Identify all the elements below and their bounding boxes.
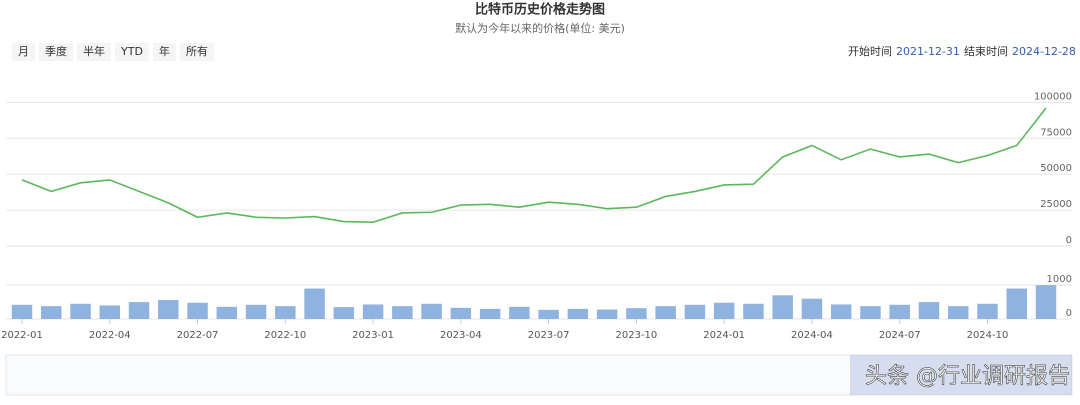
volume-bar xyxy=(11,304,33,319)
x-tick-label: 2022-04 xyxy=(89,330,131,341)
volume-bar xyxy=(977,303,998,319)
volume-bar xyxy=(450,307,472,319)
range-button[interactable]: 年 xyxy=(159,44,170,58)
x-tick-label: 2022-01 xyxy=(1,330,43,341)
start-date[interactable]: 2021-12-31 xyxy=(896,45,960,58)
volume-bar xyxy=(860,306,881,319)
range-button[interactable]: 半年 xyxy=(83,44,105,58)
volume-bar xyxy=(567,308,589,319)
volume-bar xyxy=(1035,285,1057,319)
volume-bar xyxy=(99,305,121,319)
x-tick-label: 2024-01 xyxy=(703,330,745,341)
volume-bar xyxy=(216,306,238,319)
price-line xyxy=(21,107,1047,223)
volume-bar xyxy=(158,300,179,319)
range-button-bg[interactable] xyxy=(12,43,35,61)
x-tick-label: 2023-07 xyxy=(528,330,570,341)
volume-bar xyxy=(509,306,530,319)
volume-bar xyxy=(1006,288,1027,319)
y-tick-label: 0 xyxy=(1066,235,1072,246)
volume-bar xyxy=(41,306,62,319)
volume-bar xyxy=(918,302,940,319)
y-tick-label: 50000 xyxy=(1040,163,1072,174)
volume-bar xyxy=(947,306,969,319)
volume-bar xyxy=(743,303,764,319)
x-tick-label: 2024-04 xyxy=(791,330,833,341)
x-tick-label: 2024-10 xyxy=(967,330,1009,341)
range-button-bg[interactable] xyxy=(77,43,111,61)
volume-bar xyxy=(304,288,325,319)
range-button-bg[interactable] xyxy=(152,43,176,61)
y-tick-label: 25000 xyxy=(1040,199,1072,210)
navigator[interactable] xyxy=(5,354,1073,396)
volume-bar xyxy=(421,303,442,319)
x-tick-label: 2024-07 xyxy=(879,330,921,341)
navigator-window[interactable] xyxy=(850,355,1072,395)
volume-bar xyxy=(772,295,793,319)
title: 比特币历史价格走势图 xyxy=(475,2,605,18)
y-tick-label: 75000 xyxy=(1040,127,1072,138)
volume-bar xyxy=(538,309,559,319)
end-label: 结束时间 xyxy=(964,45,1008,58)
volume-bar xyxy=(626,308,647,319)
volume-bar xyxy=(830,304,852,319)
volume-bar xyxy=(70,303,91,319)
volume-bar xyxy=(392,306,413,319)
x-tick-label: 2023-10 xyxy=(616,330,658,341)
range-buttons: 月 季度 半年 YTD 年 所有 xyxy=(12,43,214,61)
volume-bar xyxy=(596,309,618,319)
x-tick-label: 2022-07 xyxy=(177,330,219,341)
volume-bar xyxy=(479,308,501,319)
end-date[interactable]: 2024-12-28 xyxy=(1012,45,1076,58)
volume-bar xyxy=(655,306,676,319)
volume-bar xyxy=(713,302,735,319)
volume-bar xyxy=(275,306,296,319)
range-button-bg[interactable] xyxy=(39,43,73,61)
watermark: 头条 @行业调研报告 xyxy=(865,364,1070,389)
volume-bar xyxy=(333,307,355,319)
volume-bar xyxy=(245,304,267,319)
range-button[interactable]: 月 xyxy=(18,45,29,58)
x-tick-label: 2022-10 xyxy=(264,330,306,341)
volume-bar xyxy=(801,298,823,319)
x-tick-label: 2023-01 xyxy=(352,330,394,341)
range-button[interactable]: 季度 xyxy=(45,44,67,58)
range-button[interactable]: 所有 xyxy=(186,44,208,58)
range-button-bg[interactable] xyxy=(115,43,149,61)
subtitle: 默认为今年以来的价格(单位: 美元) xyxy=(455,21,625,35)
y-tick-label: 100000 xyxy=(1034,91,1072,102)
volume-bar xyxy=(187,302,208,319)
range-button[interactable]: YTD xyxy=(120,45,143,58)
y-tick-label: 0 xyxy=(1066,308,1072,319)
range-button-bg[interactable] xyxy=(179,43,214,61)
volume-bar xyxy=(889,304,910,319)
start-label: 开始时间 xyxy=(848,44,892,58)
volume-bar xyxy=(128,302,150,319)
volume-bar xyxy=(684,304,706,319)
y-tick-label: 1000 xyxy=(1047,274,1072,285)
x-tick-label: 2023-04 xyxy=(440,330,482,341)
volume-bar xyxy=(362,304,384,319)
